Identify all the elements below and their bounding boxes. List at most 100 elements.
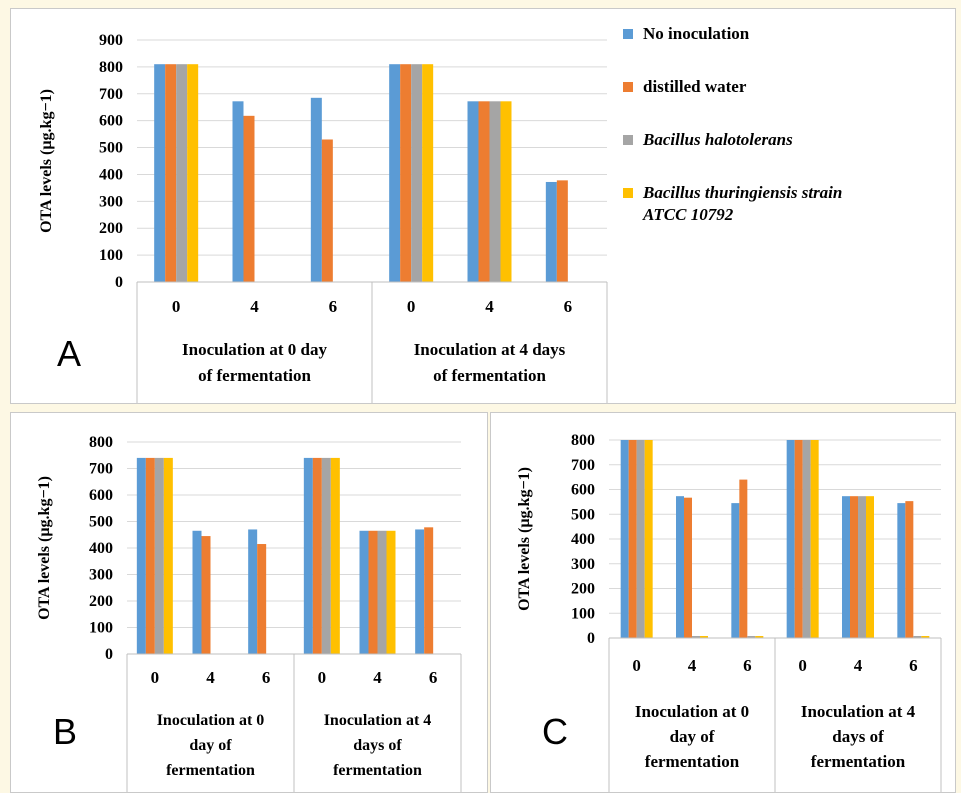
bar-no-inoculation: [842, 496, 850, 638]
group-label-line: fermentation: [333, 762, 422, 779]
y-tick-label: 400: [99, 166, 123, 183]
group-label: Inoculation at 0 day of fermentation: [157, 712, 265, 779]
y-tick-label: 600: [89, 487, 113, 504]
group-label-line: fermentation: [166, 762, 255, 779]
panel-letter: A: [57, 333, 81, 374]
bar-bacillus-thuringiensis-strain-atcc-10792: [330, 457, 340, 654]
bar-no-inoculation: [415, 529, 425, 654]
bar-distilled-water: [145, 457, 155, 654]
bar-distilled-water: [556, 180, 568, 282]
chart-a: 0 100 200 300 400 500 600 700 800 900 0 4 6 0 4 6 Inocul…: [38, 32, 608, 403]
group-label: Inoculation at 4 days of fermentation: [324, 712, 432, 779]
chart-b: 0 100 200 300 400 500 600 700 800 0 4 6 0 4 6 Inoculati…: [36, 434, 462, 792]
y-tick-label: 700: [89, 461, 113, 478]
bar-distilled-water: [739, 479, 748, 638]
bar-distilled-water: [684, 497, 692, 638]
y-tick-label: 900: [99, 32, 123, 49]
bar-distilled-water: [400, 64, 412, 282]
bar-no-inoculation: [467, 101, 479, 282]
group-label: Inoculation at 0 day of fermentation: [635, 702, 749, 771]
legend-label-line: ATCC 10792: [643, 205, 734, 224]
y-tick-label: 700: [571, 457, 595, 474]
bar-bacillus-halotolerans: [321, 457, 331, 654]
bar-bacillus-thuringiensis-strain-atcc-10792: [921, 636, 930, 638]
x-tick-label: 6: [909, 656, 918, 675]
bar-no-inoculation: [731, 503, 740, 638]
bar-distilled-water: [478, 101, 490, 282]
bar-distilled-water: [794, 440, 803, 638]
bar-distilled-water: [243, 115, 255, 283]
y-tick-label: 0: [115, 274, 123, 291]
bar-distilled-water: [257, 544, 267, 654]
x-tick-label: 4: [206, 668, 215, 687]
bar-distilled-water: [201, 536, 211, 654]
bar-no-inoculation: [248, 529, 258, 654]
y-tick-label: 200: [99, 220, 123, 237]
y-tick-label: 100: [89, 620, 113, 637]
bar-no-inoculation: [303, 457, 313, 654]
y-tick-label: 500: [89, 514, 113, 531]
y-tick-label: 500: [99, 140, 123, 157]
x-tick-label: 4: [373, 668, 382, 687]
y-axis-title: OTA levels (µg.kg−1): [516, 467, 533, 611]
bar-bacillus-halotolerans: [154, 457, 164, 654]
bar-no-inoculation: [192, 530, 202, 654]
group-label-line: Inoculation at 0 day: [182, 340, 327, 359]
bar-bacillus-halotolerans: [377, 530, 387, 654]
y-tick-label: 300: [99, 193, 123, 210]
y-tick-label: 400: [571, 531, 595, 548]
group-label-line: Inoculation at 4 days: [414, 340, 566, 359]
legend-swatch-bacillus-thuringiensis: [623, 188, 633, 198]
y-tick-label: 500: [571, 506, 595, 523]
x-tick-label: 4: [688, 656, 697, 675]
bar-distilled-water: [628, 440, 637, 638]
group-label-line: Inoculation at 0: [635, 702, 749, 721]
x-tick-label: 6: [329, 297, 338, 316]
bar-no-inoculation: [310, 97, 322, 282]
y-tick-label: 200: [571, 581, 595, 598]
y-tick-label: 200: [89, 593, 113, 610]
bar-distilled-water: [165, 64, 177, 282]
bar-bacillus-halotolerans: [802, 440, 811, 638]
legend-label: No inoculation: [643, 24, 750, 43]
bar-distilled-water: [368, 530, 378, 654]
y-tick-label: 800: [571, 432, 595, 449]
y-tick-label: 800: [99, 59, 123, 76]
legend-swatch-distilled-water: [623, 82, 633, 92]
bar-no-inoculation: [389, 64, 401, 282]
panel-a: 0 100 200 300 400 500 600 700 800 900 0 4 6 0 4 6 Inocul…: [10, 8, 956, 404]
y-tick-label: 400: [89, 540, 113, 557]
x-tick-label: 0: [407, 297, 416, 316]
y-tick-label: 300: [571, 556, 595, 573]
x-tick-label: 0: [632, 656, 641, 675]
y-tick-label: 800: [89, 434, 113, 451]
bar-no-inoculation: [897, 503, 906, 638]
bar-bacillus-halotolerans: [858, 496, 866, 638]
bar-bacillus-halotolerans: [913, 636, 922, 638]
group-label: Inoculation at 0 day of fermentation: [182, 340, 327, 385]
bar-bacillus-thuringiensis-strain-atcc-10792: [700, 636, 708, 638]
bar-no-inoculation: [154, 64, 166, 282]
group-label-line: of fermentation: [198, 366, 311, 385]
bar-bacillus-thuringiensis-strain-atcc-10792: [500, 101, 512, 282]
x-tick-label: 6: [262, 668, 271, 687]
group-label-line: fermentation: [645, 752, 740, 771]
group-label-line: fermentation: [811, 752, 906, 771]
panel-c: 0 100 200 300 400 500 600 700 800 0 4 6 0 4 6 Inoculati…: [490, 412, 956, 793]
legend-label: Bacillus thuringiensis strain ATCC 10792: [643, 182, 961, 226]
chart-c: 0 100 200 300 400 500 600 700 800 0 4 6 0 4 6 Inoculati…: [516, 432, 942, 792]
group-label-line: of fermentation: [433, 366, 546, 385]
bar-no-inoculation: [136, 457, 146, 654]
bar-bacillus-halotolerans: [176, 64, 188, 282]
y-axis-title: OTA levels (µg.kg−1): [38, 89, 55, 233]
bar-bacillus-thuringiensis-strain-atcc-10792: [422, 64, 434, 282]
group-label-line: day of: [670, 727, 715, 746]
y-tick-label: 0: [105, 646, 113, 663]
bar-bacillus-halotolerans: [636, 440, 645, 638]
y-tick-label: 100: [571, 605, 595, 622]
panel-letter: B: [53, 711, 77, 752]
legend-label: Bacillus halotolerans: [643, 130, 793, 149]
legend-label: distilled water: [643, 77, 747, 96]
legend-label-line: Bacillus thuringiensis strain: [643, 183, 843, 202]
